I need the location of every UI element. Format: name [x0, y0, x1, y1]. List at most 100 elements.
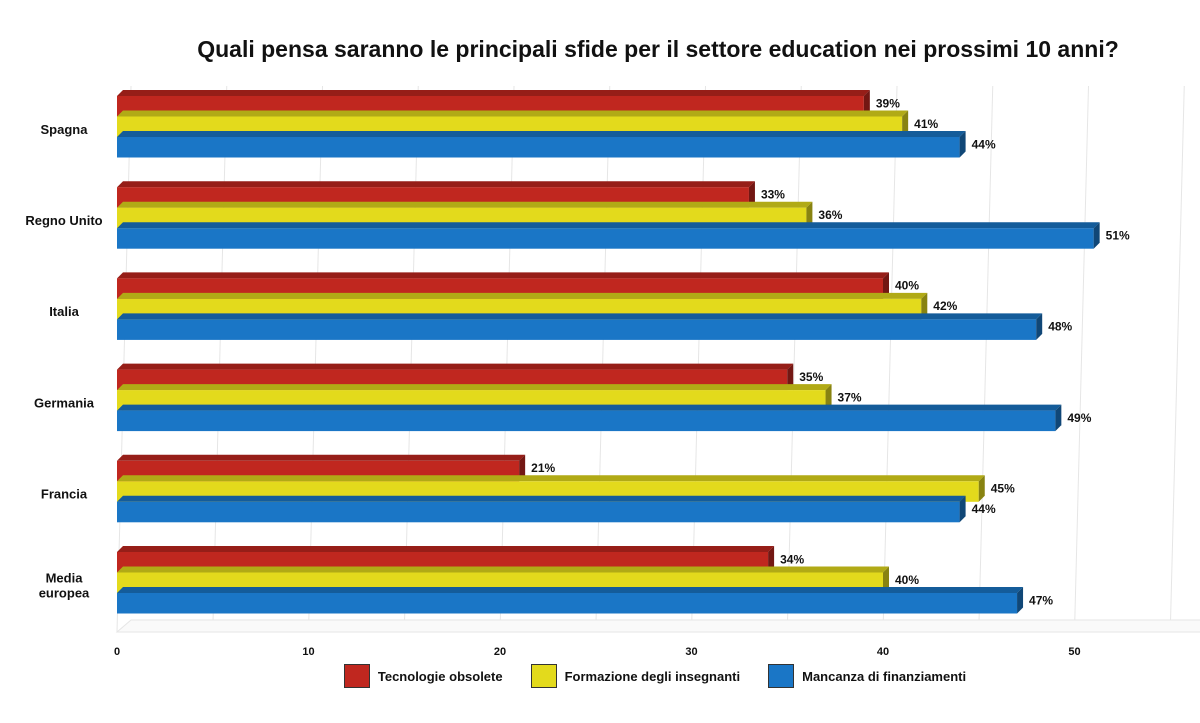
bar-side-face — [768, 546, 775, 573]
bar-side-face — [825, 384, 832, 411]
bar-side-face — [921, 292, 928, 320]
data-label: 37% — [838, 390, 862, 404]
x-tick-label: 10 — [302, 646, 314, 658]
x-tick-label: 0 — [114, 646, 120, 658]
data-label: 51% — [1106, 228, 1130, 242]
grid-line — [786, 85, 802, 633]
data-label: 40% — [895, 279, 919, 293]
bar-front-face — [117, 593, 1018, 614]
grid-lines — [115, 85, 1200, 633]
legend-label: Mancanza di finanziamenti — [802, 668, 967, 684]
bar-side-face — [1055, 404, 1062, 432]
bar-side-face — [1093, 222, 1100, 249]
data-label: 35% — [799, 370, 823, 384]
bar-side-face — [748, 181, 755, 208]
data-label: 36% — [818, 208, 842, 222]
x-tick-label: 30 — [685, 646, 697, 658]
bar-side-face — [959, 131, 966, 158]
data-label: 34% — [780, 552, 804, 566]
bar-side-face — [902, 110, 909, 137]
category-label: Germania — [34, 395, 95, 410]
data-label: 45% — [991, 482, 1015, 496]
x-tick-label: 40 — [877, 646, 889, 658]
grid-line — [691, 85, 706, 633]
bar-top-face — [117, 454, 526, 461]
category-label: Spagna — [41, 122, 89, 137]
grid-line — [595, 85, 611, 633]
grid-line — [978, 85, 994, 633]
bar-top-face — [117, 404, 1062, 411]
grid-line — [499, 85, 515, 633]
bar-side-face — [1036, 313, 1043, 340]
labels-group: Spagna 39% 41% 44% Regno Unito 33% 36% 51% Itali… — [25, 96, 1130, 607]
bar-top-face — [117, 222, 1100, 229]
category-label: Regno Unito — [25, 213, 102, 228]
bar-side-face — [883, 272, 889, 299]
bar-top-face — [117, 90, 870, 96]
bar-top-face — [117, 181, 755, 188]
bar-top-face — [117, 292, 928, 299]
legend-item: Mancanza di finanziamenti — [768, 664, 966, 688]
chart-title: Quali pensa saranno le principali sfide … — [197, 36, 1119, 62]
grid-line — [882, 85, 898, 633]
bar-top-face — [117, 201, 813, 208]
category-label: Francia — [41, 487, 88, 502]
bar-top-face — [117, 587, 1024, 593]
bar-front-face — [117, 501, 960, 523]
x-tick-label: 50 — [1068, 646, 1080, 658]
x-tick-label: 20 — [494, 646, 506, 658]
bar — [117, 313, 1043, 340]
category-label: Italia — [49, 304, 79, 319]
bar — [117, 587, 1024, 614]
bar-front-face — [117, 137, 960, 158]
data-label: 33% — [761, 187, 785, 201]
bar-side-face — [1017, 587, 1024, 614]
grid-line — [308, 85, 323, 633]
legend-swatch — [343, 664, 370, 688]
grid-line — [403, 85, 419, 633]
bar — [117, 404, 1062, 432]
bar-side-face — [519, 454, 526, 482]
bar-side-face — [863, 90, 870, 117]
data-label: 39% — [876, 96, 900, 110]
grid-line — [116, 85, 132, 633]
bar-top-face — [117, 384, 832, 391]
bar-top-face — [117, 546, 775, 552]
data-label: 44% — [972, 137, 996, 151]
data-label: 49% — [1067, 411, 1091, 425]
bar-top-face — [117, 272, 889, 279]
data-label: 44% — [972, 502, 996, 516]
legend-item: Formazione degli insegnanti — [530, 664, 741, 688]
bar — [117, 222, 1100, 249]
bar-side-face — [883, 566, 889, 593]
legend-swatch — [530, 664, 557, 688]
grid-line — [1074, 85, 1089, 633]
bar — [117, 131, 966, 158]
data-label: 48% — [1048, 320, 1072, 334]
data-label: 40% — [895, 573, 919, 587]
bars-group — [117, 90, 1100, 614]
bar-top-face — [117, 566, 889, 573]
legend-label: Tecnologie obsolete — [377, 668, 503, 684]
legend-swatch — [768, 664, 795, 688]
bar-front-face — [117, 228, 1094, 249]
bar-side-face — [787, 363, 794, 391]
legend-item: Tecnologie obsolete — [343, 664, 503, 688]
bar-front-face — [117, 410, 1056, 432]
legend: Tecnologie obsolete Formazione degli inse… — [0, 664, 1200, 688]
data-label: 41% — [914, 117, 938, 131]
grid-line — [1169, 85, 1185, 633]
bar — [117, 495, 966, 523]
bar-side-face — [959, 495, 966, 523]
legend-label: Formazione degli insegnanti — [564, 668, 741, 684]
data-label: 21% — [531, 461, 555, 475]
bar-top-face — [117, 475, 985, 482]
bar-side-face — [978, 475, 985, 502]
category-label: Media europea — [39, 570, 90, 600]
bar-side-face — [806, 201, 813, 229]
data-label: 42% — [933, 299, 957, 313]
grid-line — [212, 85, 228, 633]
bar-top-face — [117, 363, 794, 370]
bar-top-face — [117, 313, 1043, 320]
